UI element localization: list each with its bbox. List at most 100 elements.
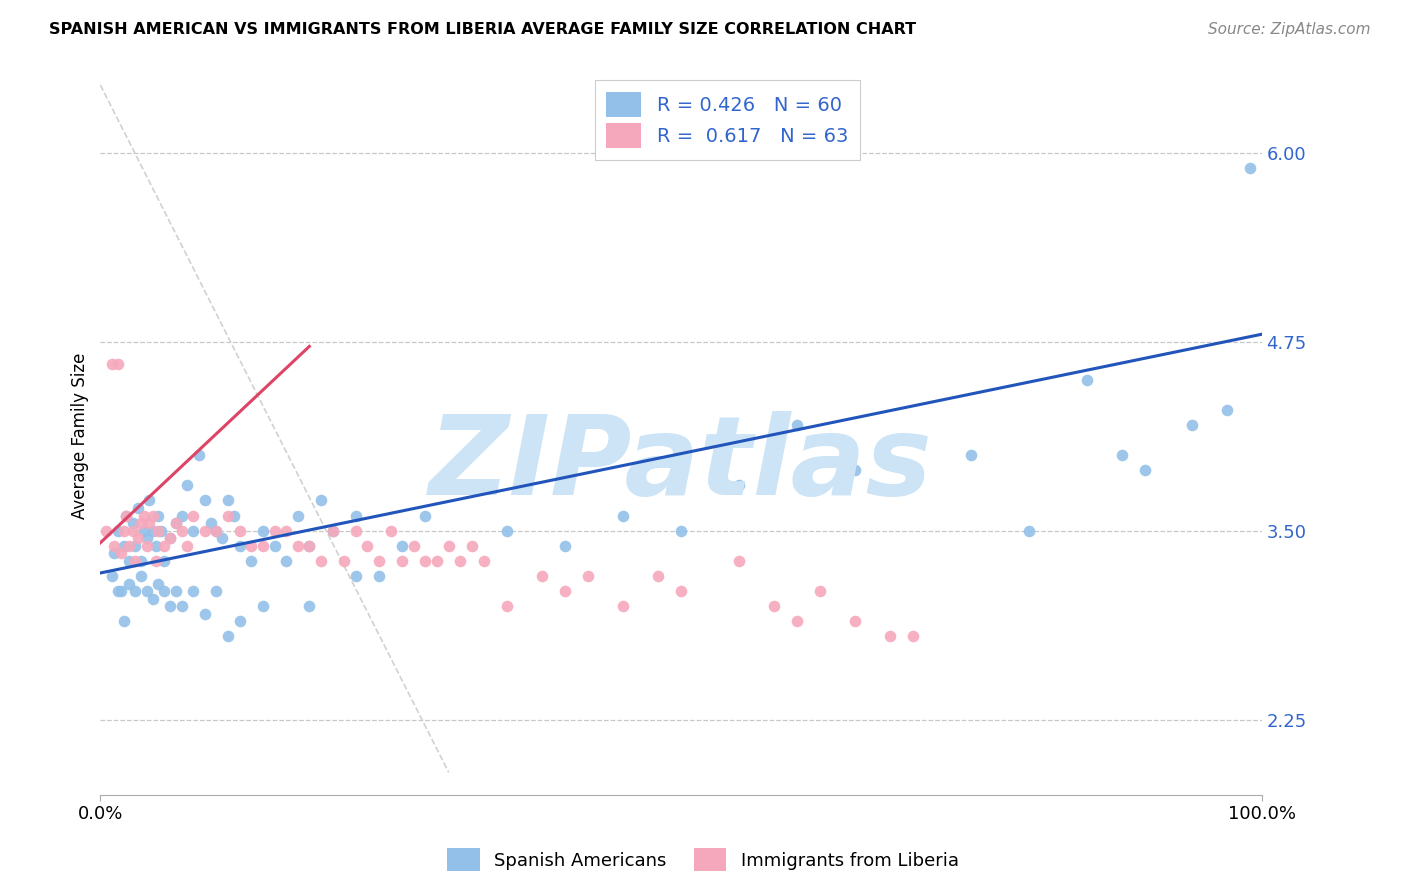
Point (153, 539, 176, 553)
Point (391, 554, 413, 568)
Point (786, 417, 808, 432)
Point (263, 539, 285, 553)
Point (437, 539, 460, 553)
Point (181, 584, 204, 599)
Point (402, 539, 425, 553)
Point (205, 524, 228, 538)
Point (112, 539, 135, 553)
Point (344, 508, 367, 523)
Point (252, 539, 274, 553)
Point (205, 524, 228, 538)
Point (901, 629, 924, 643)
Point (134, 508, 156, 523)
Point (194, 493, 217, 508)
Point (165, 516, 187, 530)
Point (263, 524, 285, 538)
Point (165, 584, 187, 599)
Point (333, 554, 356, 568)
Point (165, 516, 187, 530)
Point (145, 554, 167, 568)
Point (159, 531, 181, 545)
Point (728, 478, 751, 492)
Point (298, 539, 321, 553)
Point (276, 524, 298, 538)
Point (472, 554, 495, 568)
Point (138, 493, 160, 508)
Point (728, 554, 751, 568)
Point (344, 524, 367, 538)
Point (1135, 463, 1157, 477)
Point (153, 554, 176, 568)
Point (129, 569, 152, 583)
Point (170, 524, 193, 538)
Point (415, 508, 437, 523)
Point (112, 524, 135, 538)
Point (368, 554, 391, 568)
Point (118, 554, 141, 568)
Point (148, 508, 170, 523)
Point (1076, 373, 1098, 387)
Point (808, 584, 831, 599)
Point (287, 508, 309, 523)
Point (181, 524, 204, 538)
Point (118, 576, 141, 591)
Point (101, 358, 124, 372)
Point (1018, 524, 1040, 538)
Point (127, 531, 149, 545)
Point (495, 599, 517, 614)
Point (205, 584, 228, 599)
Point (135, 584, 157, 599)
Point (309, 554, 332, 568)
Point (153, 584, 176, 599)
Point (415, 554, 437, 568)
Point (148, 576, 170, 591)
Point (461, 539, 484, 553)
Point (121, 524, 143, 538)
Point (1215, 402, 1237, 417)
Point (228, 524, 250, 538)
Point (118, 539, 141, 553)
Point (188, 448, 211, 462)
Point (181, 508, 204, 523)
Point (762, 599, 785, 614)
Point (1111, 448, 1133, 462)
Point (844, 615, 866, 629)
Point (121, 516, 143, 530)
Point (149, 524, 172, 538)
Point (129, 554, 152, 568)
Point (170, 599, 193, 614)
Point (276, 554, 298, 568)
Point (138, 516, 160, 530)
Point (647, 569, 669, 583)
Point (159, 531, 181, 545)
Point (391, 539, 413, 553)
Point (228, 539, 250, 553)
Point (115, 508, 138, 523)
Point (298, 539, 321, 553)
Point (530, 569, 553, 583)
Point (124, 539, 146, 553)
Point (142, 508, 165, 523)
Point (612, 599, 634, 614)
Point (115, 508, 138, 523)
Point (554, 539, 576, 553)
Point (495, 524, 517, 538)
Point (145, 539, 167, 553)
Point (669, 584, 692, 599)
Point (194, 524, 217, 538)
Point (437, 478, 460, 492)
Point (103, 546, 125, 560)
Point (844, 463, 866, 477)
Point (368, 569, 391, 583)
Point (110, 546, 132, 560)
Legend: R = 0.426   N = 60, R =  0.617   N = 63: R = 0.426 N = 60, R = 0.617 N = 63 (595, 80, 860, 160)
Point (124, 554, 146, 568)
Point (222, 508, 245, 523)
Point (901, 433, 924, 447)
Point (298, 599, 321, 614)
Point (159, 599, 181, 614)
Point (142, 591, 165, 606)
Point (786, 615, 808, 629)
Point (103, 539, 125, 553)
Point (217, 508, 239, 523)
